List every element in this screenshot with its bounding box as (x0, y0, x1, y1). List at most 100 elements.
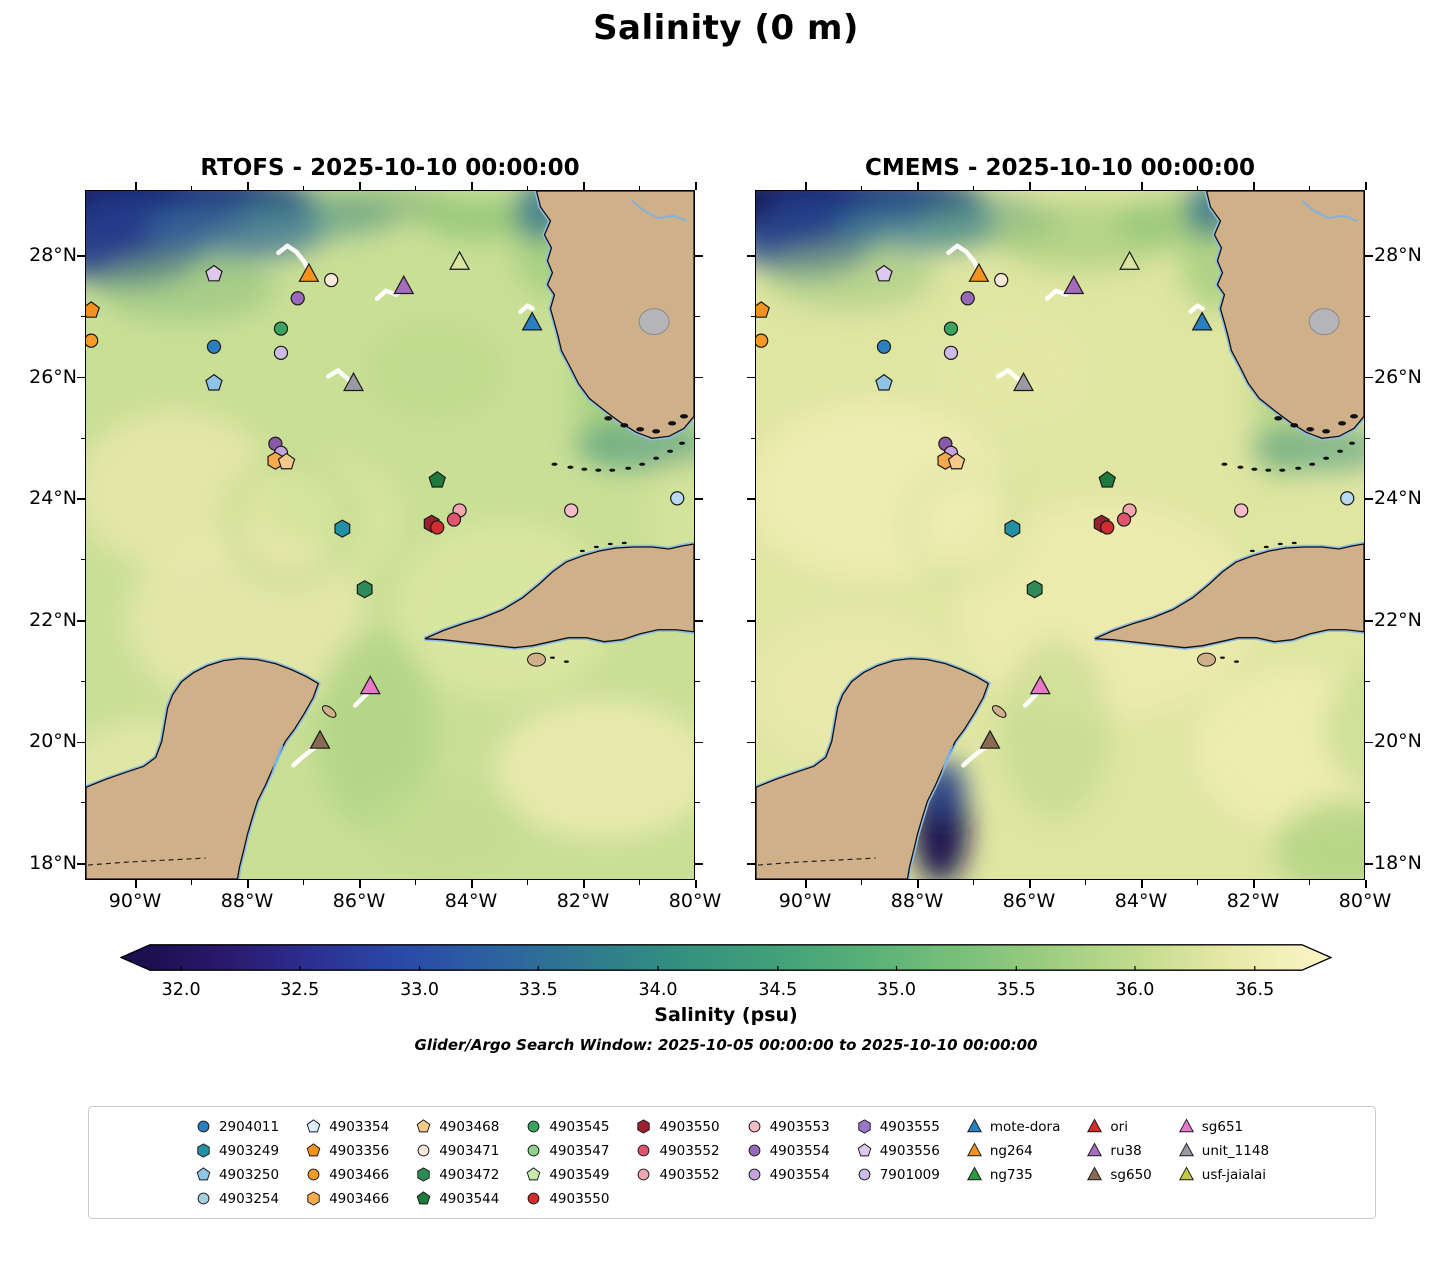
lon-tick-label: 86°W (1002, 890, 1056, 912)
cuba-cays (1263, 545, 1269, 549)
cozumel-island (991, 705, 1007, 718)
legend-item: 4903466 (305, 1164, 389, 1185)
axis-tick (747, 741, 755, 744)
marker (966, 1142, 982, 1157)
marker (417, 1167, 430, 1182)
legend-label: 4903550 (659, 1118, 720, 1135)
marker (197, 1192, 210, 1205)
colorbar-svg (119, 944, 1333, 971)
cuba-cays (1291, 541, 1297, 545)
platform-marker-ru38 (1063, 274, 1085, 295)
legend-label: 4903549 (549, 1166, 610, 1183)
lat-tick-label: 18°N (1374, 852, 1422, 875)
circle-marker-icon (748, 1144, 760, 1157)
pentagon-marker-icon (416, 1119, 431, 1133)
lat-tick-label: 26°N (29, 365, 77, 388)
lake-okeechobee (638, 308, 670, 336)
platform-marker-sg651 (1029, 675, 1051, 695)
pentagon-marker-icon (526, 1167, 541, 1181)
florida-keys-islet (1279, 468, 1286, 472)
axis-tick (77, 498, 85, 500)
lon-tick-label: 88°W (890, 890, 944, 912)
axis-tick (747, 255, 755, 257)
platform-marker (1340, 491, 1355, 506)
florida-keys-islet (1323, 456, 1330, 460)
platform-marker (86, 333, 99, 348)
axis-tick (191, 880, 193, 885)
axis-tick (917, 880, 919, 888)
axis-tick (639, 880, 641, 885)
lagoon-line (271, 744, 284, 774)
axis-tick (695, 863, 703, 865)
platform-marker (430, 520, 445, 535)
legend-item: 4903553 (746, 1116, 830, 1137)
lon-tick-label: 82°W (556, 890, 610, 912)
legend-label: 4903249 (218, 1142, 280, 1159)
map-rtofs (86, 191, 694, 879)
legend-label: 4903354 (329, 1118, 390, 1135)
triangle-marker-icon (1178, 1142, 1194, 1157)
platform-marker (876, 339, 892, 354)
legend-label: ng735 (989, 1166, 1033, 1183)
marker (637, 1119, 651, 1134)
colorbar-label: Salinity (psu) (654, 1004, 798, 1026)
colorbar-tick-label: 35.0 (877, 980, 916, 1000)
marker (638, 1144, 650, 1157)
legend-label: 7901009 (879, 1166, 940, 1183)
axis-tick (695, 255, 703, 257)
lat-tick-label: 24°N (29, 487, 77, 510)
axis-tick (1141, 182, 1143, 190)
platform-marker (334, 519, 351, 538)
legend-label: mote-dora (989, 1118, 1061, 1135)
marker (966, 1118, 982, 1133)
axis-tick (247, 880, 249, 888)
legend-item: 4903554 (746, 1164, 830, 1185)
lon-tick-label: 90°W (778, 890, 832, 912)
lat-tick-label: 26°N (1374, 365, 1422, 388)
marker (1178, 1118, 1194, 1133)
lon-tick-label: 82°W (1226, 890, 1280, 912)
platform-marker-sg651 (359, 675, 381, 695)
platform-marker-sg650 (979, 729, 1001, 749)
lat-tick-label: 28°N (29, 243, 77, 266)
platform-marker (1234, 503, 1249, 518)
axis-tick (1253, 880, 1255, 888)
cuba-landmass (424, 543, 694, 649)
cuba-cays (549, 656, 555, 659)
circle-marker-icon (527, 1120, 540, 1133)
cuba-cays (607, 542, 613, 546)
axis-tick (695, 680, 700, 682)
cuba-cays (1219, 656, 1225, 659)
border-dashed-line (87, 857, 206, 866)
axis-tick (1365, 880, 1367, 888)
legend-label: 4903554 (769, 1142, 830, 1159)
lat-tick-label: 20°N (1374, 730, 1422, 753)
axis-tick (303, 185, 305, 190)
platform-marker (943, 321, 959, 336)
axis-tick (80, 559, 85, 561)
hexagon-marker-icon (637, 1119, 651, 1134)
legend-item: 4903547 (525, 1140, 609, 1161)
axis-tick (747, 863, 755, 865)
florida-keys-islet (1295, 466, 1302, 470)
platform-marker-ng264 (968, 262, 990, 282)
circle-marker-icon (858, 1168, 871, 1181)
platform-marker (273, 345, 289, 360)
cuba-cays (1233, 660, 1239, 663)
axis-tick (415, 185, 417, 190)
legend-item: 4903468 (415, 1116, 499, 1137)
lon-tick-label: 84°W (444, 890, 498, 912)
lat-tick-label: 28°N (1374, 243, 1422, 266)
axis-tick (1365, 376, 1373, 379)
legend-label: ru38 (1110, 1142, 1142, 1159)
legend-column: 4903545 4903547 4903549 4903550 (525, 1116, 609, 1209)
axis-tick (1365, 255, 1373, 257)
marker (1178, 1142, 1194, 1157)
marker (197, 1120, 210, 1133)
axis-tick (527, 880, 529, 885)
lake-okeechobee (1308, 308, 1340, 336)
marker (196, 1167, 211, 1181)
axis-tick (1365, 620, 1373, 622)
triangle-marker-icon (966, 1166, 982, 1181)
florida-keys-islet (1237, 465, 1244, 469)
